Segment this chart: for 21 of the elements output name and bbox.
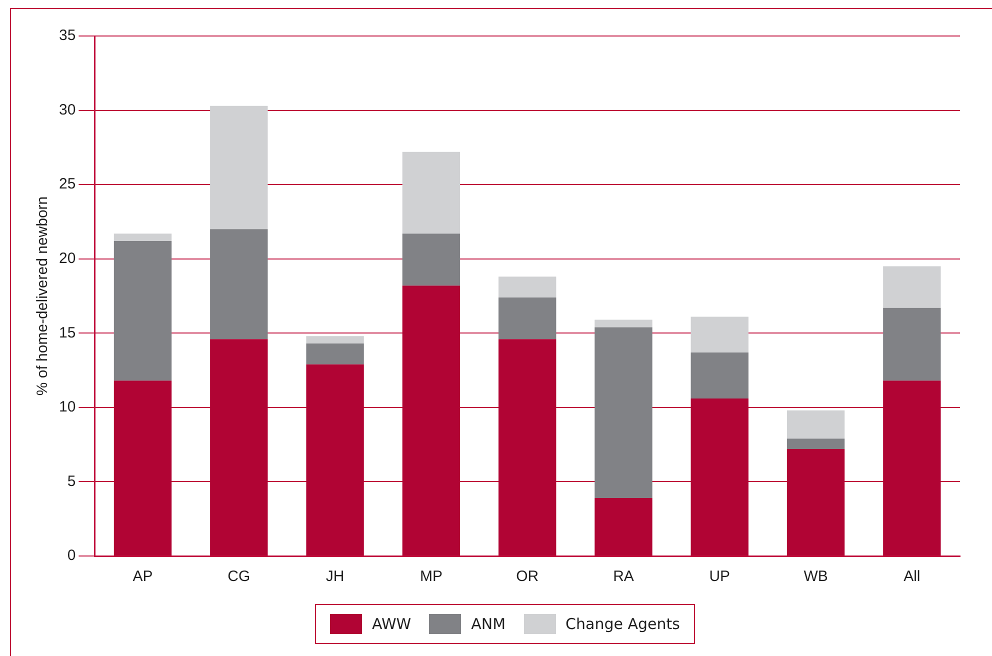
x-tick-label: RA (613, 568, 634, 586)
x-tick-label: OR (516, 568, 539, 586)
legend-label: AWW (372, 615, 412, 633)
x-tick-label: CG (228, 568, 250, 586)
legend-label: ANM (471, 615, 506, 633)
y-tick-label: 15 (58, 324, 76, 342)
y-axis-title: % of home-delivered newborn (34, 196, 52, 396)
y-tick-label: 30 (58, 101, 76, 118)
y-tick-label: 10 (58, 398, 76, 416)
y-tick-label: 25 (58, 176, 76, 193)
y-tick-label: 5 (67, 472, 76, 490)
x-tick-label: JH (326, 568, 344, 586)
y-tick-label: 35 (58, 27, 76, 44)
x-tick-label: UP (709, 568, 730, 586)
x-tick-label: WB (804, 568, 828, 586)
legend-label: Change Agents (566, 615, 680, 633)
y-tick-label: 0 (67, 547, 76, 564)
x-tick-label: All (904, 568, 920, 586)
x-tick-label: MP (420, 568, 442, 586)
x-tick-label: AP (132, 568, 153, 586)
y-tick-label: 20 (58, 250, 76, 267)
